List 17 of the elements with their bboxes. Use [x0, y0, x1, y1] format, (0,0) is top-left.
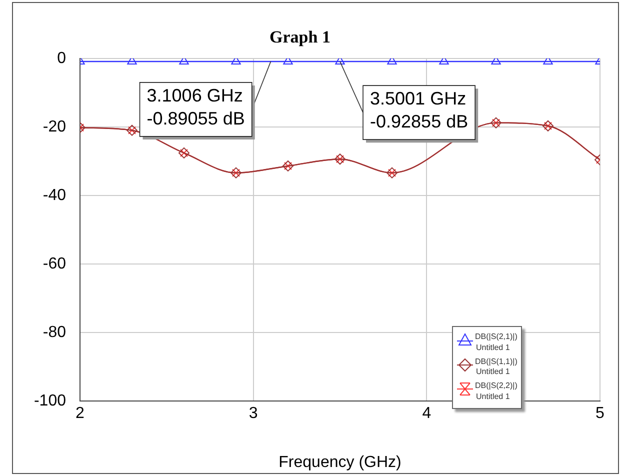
y-tick-label: -60	[42, 255, 66, 272]
annotation: 3.5001 GHz -0.92855 dB	[370, 88, 468, 132]
x-axis-title: Frequency (GHz)	[278, 454, 402, 471]
legend-label: DB(|S(1,1)|) Untitled 1	[475, 356, 518, 378]
chart-title: Graph 1	[270, 28, 330, 47]
y-tick-label: -40	[42, 186, 66, 204]
y-tick-label: -100	[34, 392, 66, 410]
x-tick-label: 4	[422, 405, 432, 422]
annotation: 3.1006 GHz -0.89055 dB	[146, 85, 245, 128]
x-tick-label: 3	[248, 405, 258, 422]
y-tick-label: -20	[42, 118, 66, 136]
x-tick-label: 2	[76, 405, 85, 422]
x-tick-label: 5	[596, 405, 605, 422]
legend-label: DB(|S(2,2)|) Untitled 1	[475, 381, 518, 403]
legend-label: DB(|S(2,1)|) Untitled 1	[475, 332, 518, 354]
y-tick-label: -80	[42, 324, 66, 341]
y-tick-label: 0	[57, 50, 66, 67]
